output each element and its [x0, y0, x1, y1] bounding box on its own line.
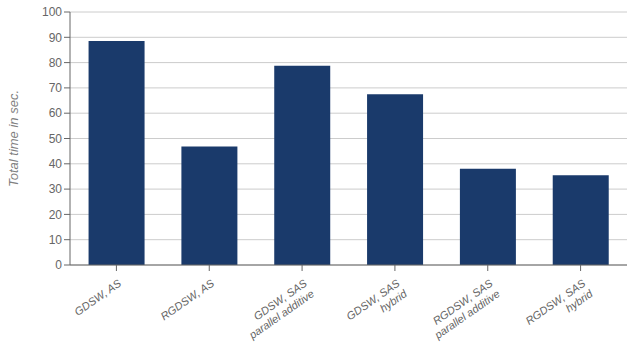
- svg-text:100: 100: [42, 5, 62, 19]
- svg-text:RGDSW, SASparallel additive: RGDSW, SASparallel additive: [424, 277, 502, 342]
- svg-text:40: 40: [49, 157, 63, 171]
- svg-text:GDSW, AS: GDSW, AS: [72, 277, 124, 318]
- svg-text:GDSW, SAShybrid: GDSW, SAShybrid: [344, 276, 410, 332]
- svg-text:80: 80: [49, 56, 63, 70]
- svg-text:RGDSW, SAShybrid: RGDSW, SAShybrid: [523, 276, 595, 337]
- svg-text:10: 10: [49, 233, 63, 247]
- svg-text:0: 0: [55, 258, 62, 272]
- svg-text:Total time in sec.: Total time in sec.: [8, 90, 21, 187]
- svg-text:60: 60: [49, 106, 63, 120]
- svg-text:RGDSW, AS: RGDSW, AS: [158, 277, 216, 323]
- svg-text:30: 30: [49, 182, 63, 196]
- svg-text:90: 90: [49, 31, 63, 45]
- svg-text:70: 70: [49, 81, 63, 95]
- svg-text:50: 50: [49, 132, 63, 146]
- svg-text:20: 20: [49, 208, 63, 222]
- svg-text:GDSW, SASparallel additive: GDSW, SASparallel additive: [239, 277, 317, 342]
